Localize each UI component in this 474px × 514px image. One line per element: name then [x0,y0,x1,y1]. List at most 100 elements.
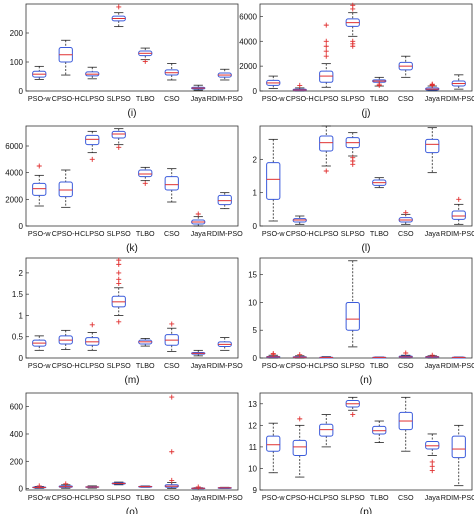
y-tick-label: 1 [19,311,24,320]
x-tick-label: CLPSO [80,229,105,238]
outlier-marker [350,2,356,8]
x-tick-label: CPSO-H [286,493,314,502]
plot-frame [25,3,239,92]
x-tick-label: RDIM-PSO [207,94,243,103]
x-tick-label: RDIM-PSO [207,229,243,238]
x-tick-label: CLPSO [314,94,339,103]
y-tick-label: 400 [10,430,24,439]
y-tick-label: 0 [253,87,258,96]
y-tick-label: 200 [10,457,24,466]
outlier-marker [116,4,122,10]
outlier-marker [89,156,95,162]
x-tick-label: Jaya [191,94,206,103]
x-tick-label: PSO-w [28,361,52,370]
x-tick-label: RDIM-PSO [441,229,474,238]
x-tick-label: TLBO [136,493,155,502]
box-iqr [319,135,334,152]
outlier-marker [429,459,435,465]
outlier-marker [169,321,175,327]
x-tick-label: Jaya [425,493,440,502]
outlier-marker [116,319,122,325]
outlier-marker [169,449,175,455]
box-iqr [292,439,307,457]
outlier-marker [142,58,148,64]
x-tick-label: Jaya [191,361,206,370]
y-tick-label: 2 [19,269,24,278]
x-tick-label: TLBO [370,361,389,370]
y-tick-label: 0.5 [12,333,24,342]
outlier-marker [36,483,42,489]
x-tick-label: RDIM-PSO [441,493,474,502]
y-tick-label: 0 [253,354,258,363]
y-tick-label: 4000 [5,169,23,178]
x-tick-label: CPSO-H [52,229,80,238]
panel-j: 0 2000 4000 6000 PSO-w CPSO-H CLPSO SLPSO TLBO CS… [239,2,474,119]
outlier-marker [116,276,122,282]
y-tick-label: 11 [249,443,258,452]
outlier-marker [350,412,356,418]
y-tick-label: 6000 [239,12,257,21]
x-tick-label: TLBO [370,229,389,238]
x-tick-label: CLPSO [80,94,105,103]
y-tick-label: 0 [253,222,258,231]
outlier-marker [456,196,462,202]
x-tick-label: SLPSO [107,493,131,502]
box-iqr [372,425,387,435]
x-tick-label: RDIM-PSO [207,361,243,370]
panel-k: 0 2000 4000 6000 PSO-w CPSO-H CLPSO SLPSO TLBO CS… [5,125,243,254]
plot-frame [259,125,473,227]
outlier-marker [350,38,356,44]
x-tick-label: RDIM-PSO [441,361,474,370]
x-tick-label: PSO-w [262,229,286,238]
y-tick-label: 15 [248,271,257,280]
x-tick-label: CSO [398,361,414,370]
x-tick-label: PSO-w [28,493,52,502]
outlier-marker [403,350,409,356]
outlier-marker [323,38,329,44]
x-tick-label: TLBO [136,361,155,370]
outlier-marker [323,43,329,49]
x-tick-label: CPSO-H [286,94,314,103]
panel-label: (i) [128,108,137,119]
x-tick-label: Jaya [425,229,440,238]
outlier-marker [297,416,303,422]
y-tick-label: 0 [19,87,24,96]
panel-p: 9 10 11 12 13 PSO-w CPSO-H CLPSO SLPSO TLBO CSO Jay… [248,392,474,514]
outlier-marker [429,463,435,469]
x-tick-label: CPSO-H [52,493,80,502]
outlier-marker [116,144,122,150]
x-tick-label: SLPSO [341,94,365,103]
panel-label: (l) [362,243,371,254]
x-tick-label: RDIM-PSO [207,493,243,502]
x-tick-label: CLPSO [314,493,339,502]
y-tick-label: 100 [10,58,24,67]
x-tick-label: PSO-w [262,94,286,103]
y-tick-label: 5 [253,326,258,335]
outlier-marker [323,48,329,54]
x-tick-label: TLBO [136,94,155,103]
panel-label: (k) [126,243,138,254]
y-tick-label: 1.5 [12,290,24,299]
y-tick-label: 2000 [239,62,257,71]
outlier-marker [63,481,69,487]
x-tick-label: CSO [398,229,414,238]
y-tick-label: 4000 [239,37,257,46]
x-tick-label: PSO-w [28,229,52,238]
x-tick-label: CSO [164,493,180,502]
outlier-marker [116,261,122,267]
panel-label: (n) [360,375,372,386]
panel-label: (p) [360,507,372,514]
x-tick-label: CLPSO [314,229,339,238]
box-iqr [345,301,360,331]
x-tick-label: TLBO [370,94,389,103]
outlier-marker [297,352,303,358]
outlier-marker [323,53,329,59]
box-iqr [217,194,232,206]
box-iqr [425,138,440,154]
outlier-marker [116,270,122,276]
y-tick-label: 10 [248,464,257,473]
outlier-marker [195,484,201,490]
box-iqr [319,423,334,437]
x-tick-label: SLPSO [107,94,131,103]
panel-label: (j) [362,108,371,119]
